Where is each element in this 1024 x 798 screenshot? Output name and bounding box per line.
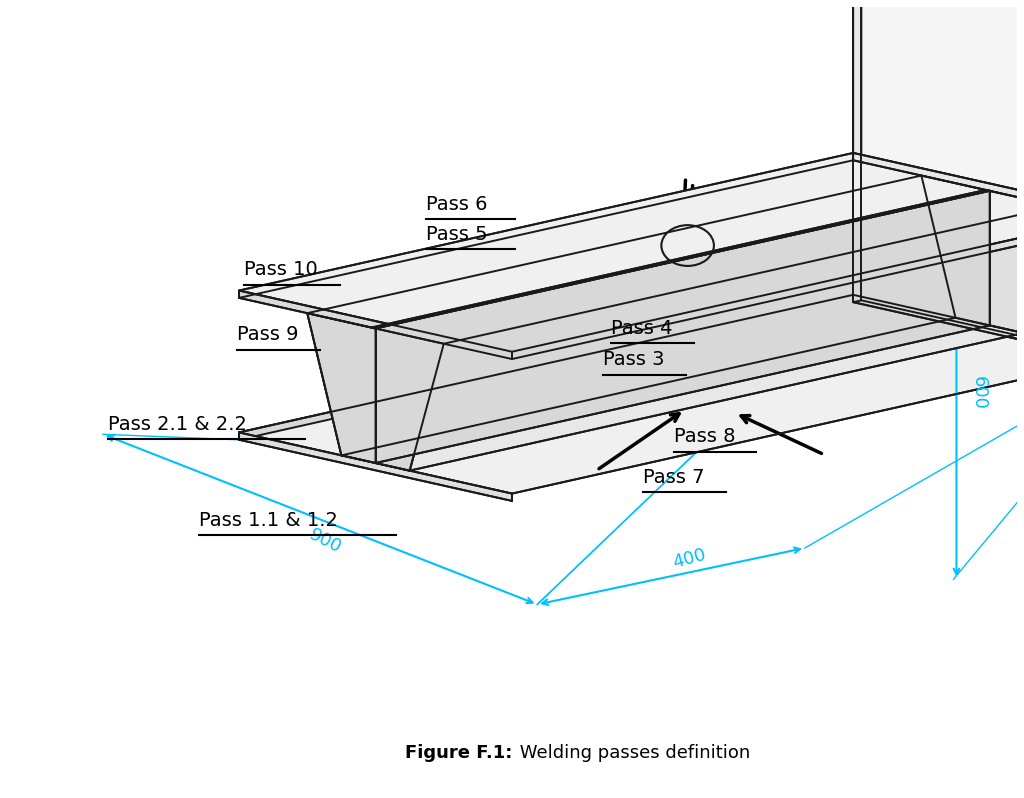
Polygon shape <box>239 153 1024 352</box>
Polygon shape <box>376 191 989 463</box>
Text: Pass 8: Pass 8 <box>674 427 735 446</box>
Polygon shape <box>307 313 443 471</box>
Polygon shape <box>307 176 955 456</box>
Text: Pass 10: Pass 10 <box>245 260 318 279</box>
Text: Figure F.1:: Figure F.1: <box>404 745 512 762</box>
Text: Pass 1.1 & 1.2: Pass 1.1 & 1.2 <box>199 511 338 530</box>
Text: Welding passes definition: Welding passes definition <box>514 745 751 762</box>
Text: 400: 400 <box>671 546 708 572</box>
Polygon shape <box>372 190 989 329</box>
Text: Pass 6: Pass 6 <box>426 195 487 214</box>
Polygon shape <box>853 153 1024 221</box>
Text: Pass 4: Pass 4 <box>611 319 673 338</box>
Text: 900: 900 <box>306 526 344 557</box>
Polygon shape <box>853 0 1024 363</box>
Polygon shape <box>410 206 1024 471</box>
Text: Pass 5: Pass 5 <box>426 225 487 244</box>
Polygon shape <box>512 214 1024 359</box>
Text: 600: 600 <box>970 376 988 410</box>
Text: Pass 9: Pass 9 <box>238 326 299 344</box>
Polygon shape <box>239 294 1024 494</box>
Polygon shape <box>239 433 512 501</box>
Text: Pass 7: Pass 7 <box>643 468 705 487</box>
Text: Pass 2.1 & 2.2: Pass 2.1 & 2.2 <box>108 415 247 433</box>
Polygon shape <box>239 290 512 359</box>
Polygon shape <box>853 0 861 302</box>
Polygon shape <box>922 176 1024 333</box>
Text: Pass 3: Pass 3 <box>603 350 665 369</box>
Polygon shape <box>853 294 1024 363</box>
Polygon shape <box>239 294 853 440</box>
